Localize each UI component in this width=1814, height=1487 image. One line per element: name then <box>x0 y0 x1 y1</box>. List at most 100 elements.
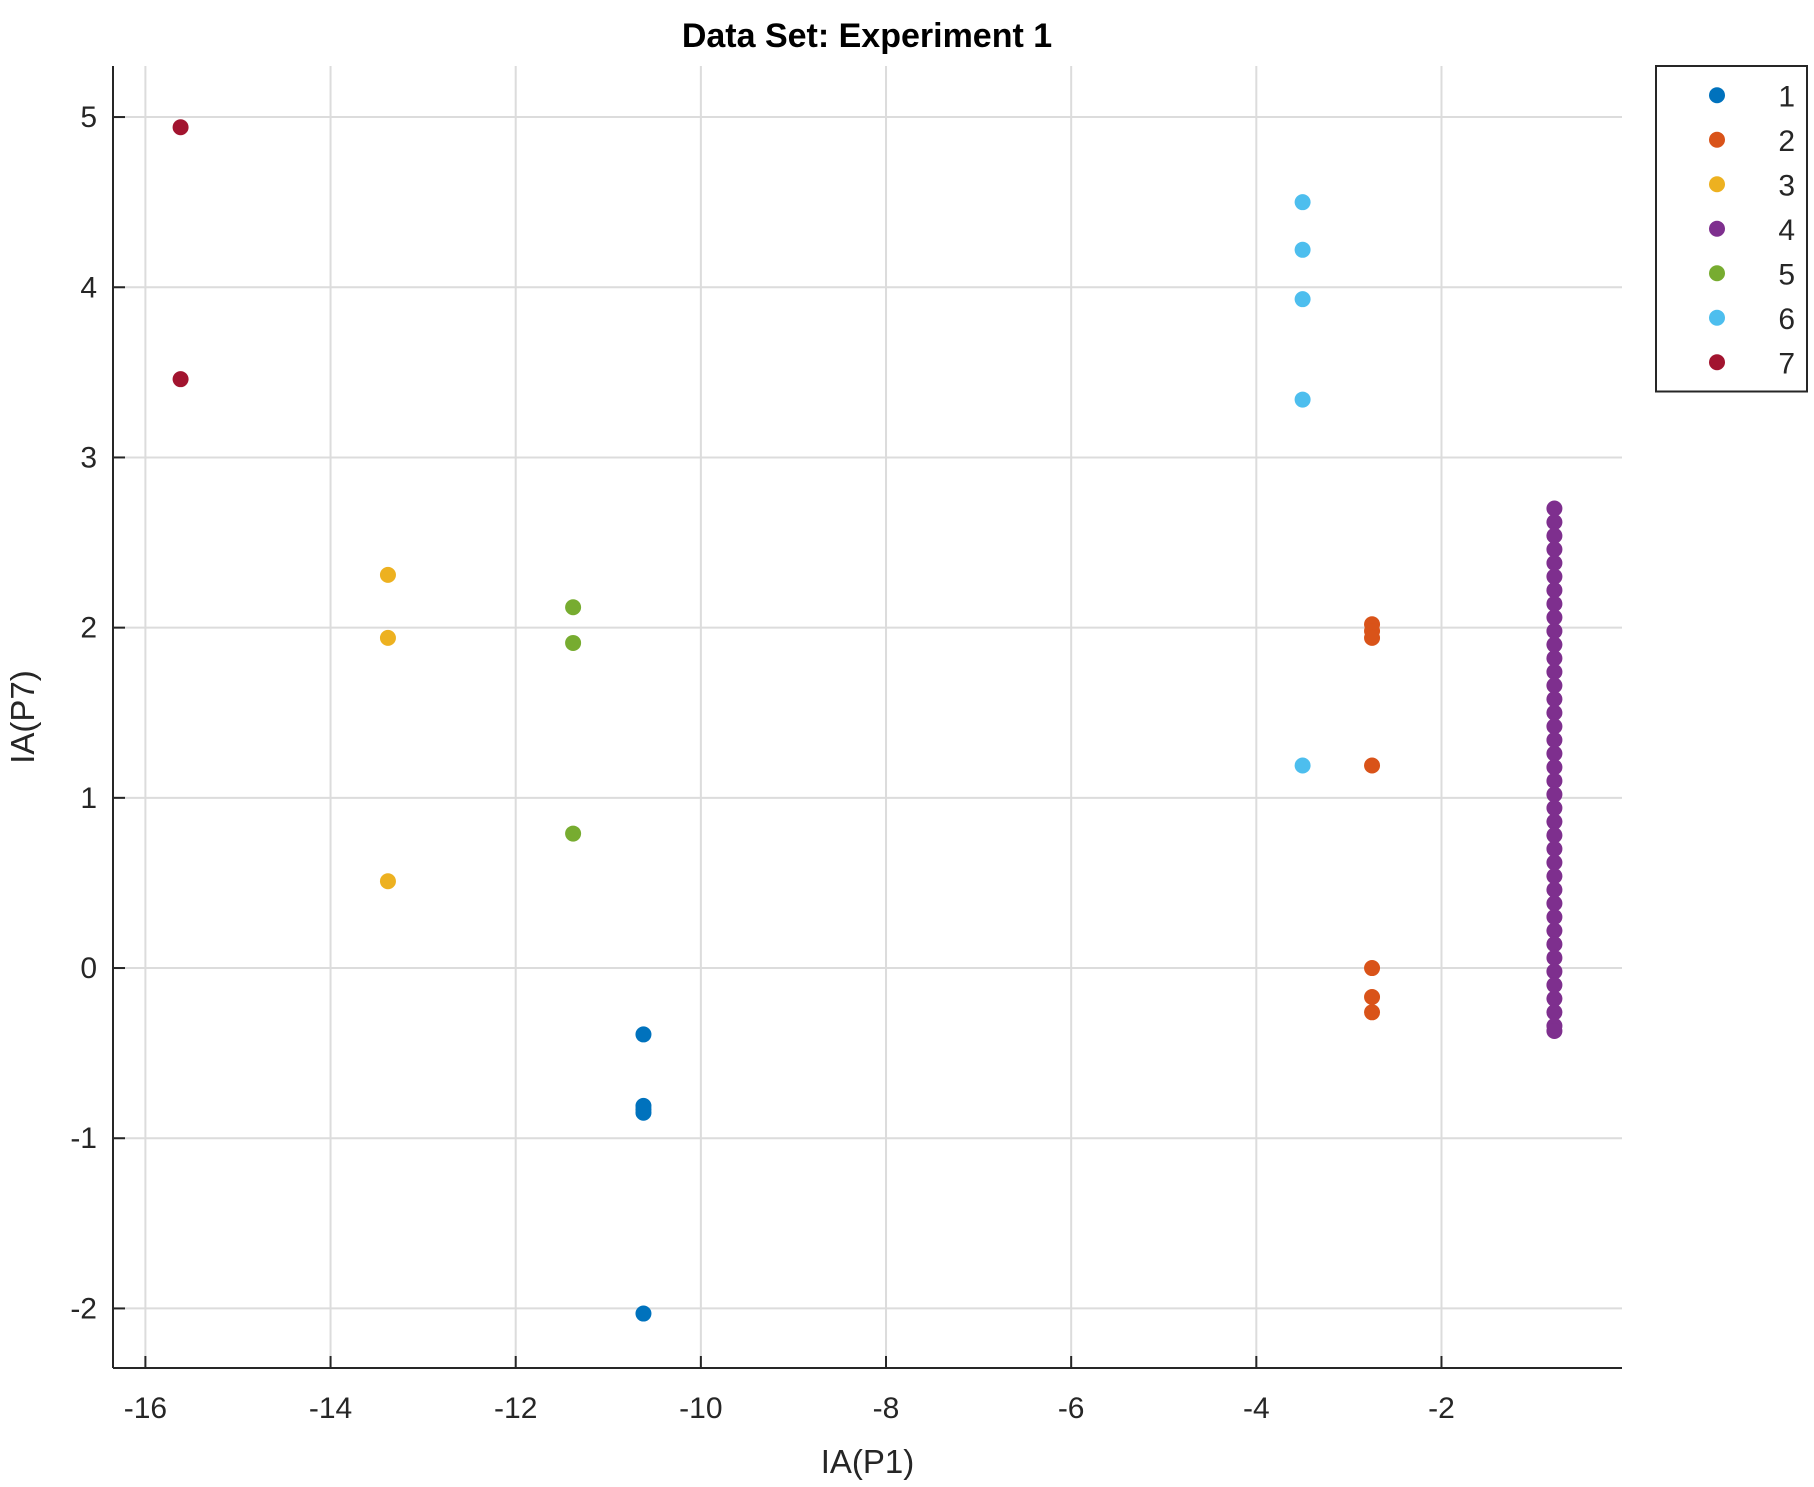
x-tick-label: -2 <box>1428 1392 1455 1425</box>
legend-marker <box>1709 220 1725 237</box>
legend-label: 3 <box>1778 169 1795 202</box>
data-point <box>1294 194 1311 211</box>
series-1 <box>635 1026 652 1322</box>
data-point <box>379 566 396 583</box>
data-point <box>1546 1004 1563 1021</box>
data-point <box>1294 241 1311 258</box>
data-point <box>1546 636 1563 653</box>
series-5 <box>565 599 582 842</box>
data-point <box>1546 1023 1563 1040</box>
data-point <box>1546 977 1563 994</box>
data-point <box>1546 813 1563 830</box>
data-point <box>1294 391 1311 408</box>
legend-label: 4 <box>1778 214 1795 247</box>
data-point <box>1546 595 1563 612</box>
y-tick-label: 0 <box>80 952 97 985</box>
x-tick-label: -14 <box>309 1392 352 1425</box>
data-point <box>565 634 582 651</box>
legend-label: 2 <box>1778 125 1795 158</box>
data-point <box>1546 514 1563 531</box>
data-point <box>1546 949 1563 966</box>
series-6 <box>1294 194 1311 774</box>
data-point <box>1546 582 1563 599</box>
data-point <box>1546 990 1563 1007</box>
legend-item: 6 <box>1709 303 1795 336</box>
legend-marker <box>1709 131 1725 148</box>
legend-marker <box>1709 176 1725 193</box>
data-point <box>172 371 189 388</box>
series-3 <box>379 566 396 890</box>
legend-item: 4 <box>1709 214 1795 247</box>
data-point <box>1294 291 1311 308</box>
y-tick-label: 2 <box>80 612 97 645</box>
data-point <box>635 1305 652 1322</box>
series-7 <box>172 119 189 388</box>
legend-label: 7 <box>1778 347 1795 380</box>
y-tick-label: 5 <box>80 101 97 134</box>
legend-item: 1 <box>1709 80 1795 113</box>
legend-box <box>1655 65 1808 393</box>
data-point <box>1546 881 1563 898</box>
y-tick-label: 1 <box>80 782 97 815</box>
data-point <box>1546 827 1563 844</box>
data-point <box>1294 757 1311 774</box>
data-point <box>1364 629 1381 646</box>
x-tick-label: -16 <box>124 1392 167 1425</box>
x-tick-label: -10 <box>679 1392 722 1425</box>
legend-item: 2 <box>1709 125 1795 158</box>
x-tick-label: -8 <box>873 1392 900 1425</box>
legend-label: 1 <box>1778 80 1795 113</box>
x-tick-label: -4 <box>1243 1392 1270 1425</box>
data-point <box>1546 704 1563 721</box>
data-point <box>1546 759 1563 776</box>
data-point <box>1546 908 1563 925</box>
axes <box>112 66 1622 1369</box>
chart-title: Data Set: Experiment 1 <box>682 17 1052 55</box>
data-point <box>1546 500 1563 517</box>
data-point <box>1364 960 1381 977</box>
data-point <box>635 1026 652 1043</box>
legend-item: 5 <box>1709 258 1795 291</box>
data-point <box>1546 786 1563 803</box>
x-tick-label: -6 <box>1058 1392 1085 1425</box>
data-point <box>1364 1004 1381 1021</box>
data-point <box>1546 840 1563 857</box>
data-point <box>379 873 396 890</box>
data-point <box>1546 963 1563 980</box>
data-point <box>1546 731 1563 748</box>
data-point <box>1364 757 1381 774</box>
y-tick-label: -2 <box>70 1292 97 1325</box>
data-point <box>1546 800 1563 817</box>
x-axis-label: IA(P1) <box>821 1443 915 1480</box>
data-point <box>1546 554 1563 571</box>
axes-background <box>113 66 1622 1368</box>
y-tick-label: 4 <box>80 271 97 304</box>
data-point <box>1546 650 1563 667</box>
data-point <box>1546 623 1563 640</box>
y-axis-label: IA(P7) <box>4 670 41 764</box>
data-point <box>1364 988 1381 1005</box>
data-point <box>1546 609 1563 626</box>
data-point <box>565 825 582 842</box>
series-4 <box>1546 500 1563 1040</box>
data-point <box>172 119 189 136</box>
data-point <box>1546 527 1563 544</box>
data-point <box>1546 691 1563 708</box>
series-2 <box>1364 616 1381 1021</box>
x-tick-label: -12 <box>494 1392 537 1425</box>
data-point <box>635 1104 652 1121</box>
data-point <box>1546 922 1563 939</box>
legend-label: 5 <box>1778 258 1795 291</box>
data-point <box>1546 772 1563 789</box>
legend-item: 7 <box>1709 347 1795 380</box>
legend-item: 3 <box>1709 169 1795 202</box>
y-tick-label: -1 <box>70 1122 97 1155</box>
data-point <box>1546 936 1563 953</box>
data-point <box>1546 895 1563 912</box>
data-point <box>1546 541 1563 558</box>
legend-marker <box>1709 265 1725 282</box>
data-points <box>172 119 1563 1322</box>
